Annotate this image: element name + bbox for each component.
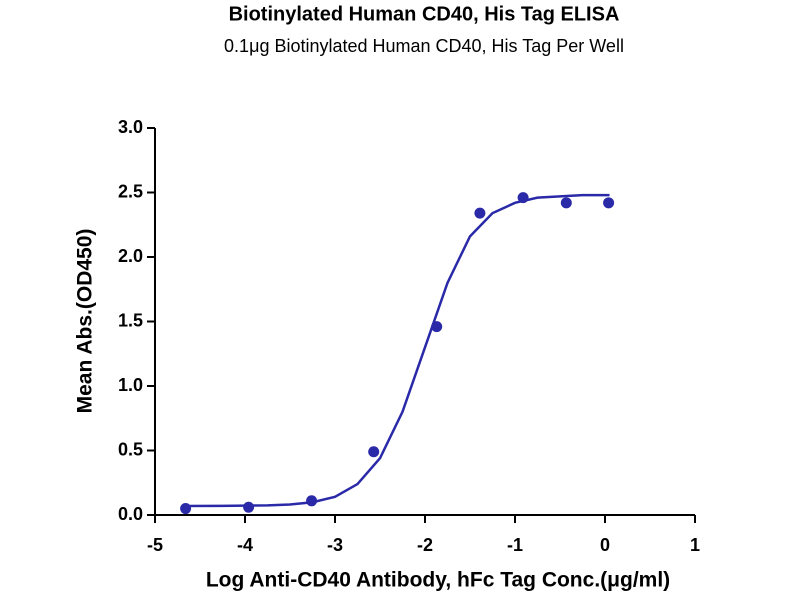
y-tick-label: 2.5 [118, 181, 143, 201]
data-point [368, 446, 380, 458]
y-tick-label: 0.5 [118, 439, 143, 459]
data-point [560, 197, 572, 209]
x-tick-label: 0 [600, 535, 610, 555]
data-point [517, 192, 529, 204]
x-tick-label: -4 [237, 535, 253, 555]
x-axis-label: Log Anti-CD40 Antibody, hFc Tag Conc.(μg… [206, 569, 670, 592]
x-tick-label: -2 [417, 535, 433, 555]
y-tick-label: 0.0 [118, 504, 143, 524]
x-tick-label: -3 [327, 535, 343, 555]
data-point [603, 197, 615, 209]
chart-subtitle: 0.1μg Biotinylated Human CD40, His Tag P… [224, 36, 624, 56]
y-tick-label: 1.0 [118, 375, 143, 395]
x-tick-label: 1 [690, 535, 700, 555]
y-tick-label: 2.0 [118, 246, 143, 266]
y-tick-label: 3.0 [118, 117, 143, 137]
chart-title: Biotinylated Human CD40, His Tag ELISA [229, 3, 620, 25]
data-point [474, 207, 486, 219]
y-axis-label: Mean Abs.(OD450) [74, 229, 97, 414]
y-tick-label: 1.5 [118, 310, 143, 330]
x-tick-label: -5 [147, 535, 163, 555]
x-tick-label: -1 [507, 535, 523, 555]
data-point [243, 501, 255, 513]
fit-curve [181, 193, 610, 508]
data-point [180, 503, 192, 515]
data-point [306, 495, 318, 507]
data-point [431, 321, 443, 333]
